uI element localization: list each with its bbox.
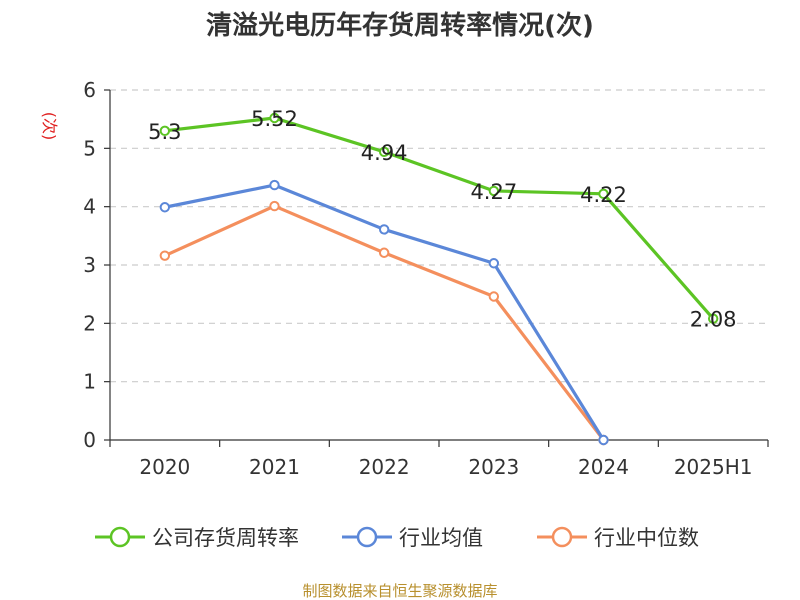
source-note: 制图数据来自恒生聚源数据库 bbox=[302, 582, 497, 600]
y-tick-label: 6 bbox=[83, 78, 96, 102]
y-tick-label: 1 bbox=[83, 370, 96, 394]
series-1-point bbox=[598, 188, 609, 200]
data-labels: 5.3 5.52 4.94 4.27 4.22 2.08 bbox=[148, 107, 736, 332]
series-1-point bbox=[707, 313, 719, 324]
series-3-line bbox=[164, 204, 605, 441]
series-3-point bbox=[269, 200, 280, 212]
series-2-point bbox=[598, 434, 609, 446]
y-tick-label: 3 bbox=[83, 253, 96, 277]
series-2-point bbox=[269, 179, 280, 191]
legend-swatch-marker bbox=[356, 526, 378, 548]
series-1-data-label: 2.08 bbox=[690, 308, 737, 332]
y-axis-label: (次) bbox=[40, 112, 59, 141]
legend-item-3[interactable]: 行业中位数 bbox=[537, 526, 699, 550]
series-2-point bbox=[159, 202, 171, 213]
series-1-data-label: 5.3 bbox=[148, 120, 181, 144]
y-tick-label: 5 bbox=[83, 136, 96, 160]
series-1-data-label: 4.27 bbox=[470, 180, 517, 204]
series-2-point bbox=[378, 224, 390, 235]
series-3-point bbox=[159, 250, 171, 261]
y-tick-label: 2 bbox=[83, 311, 96, 335]
series-1-data-label: 4.22 bbox=[580, 183, 627, 207]
x-tick-label: 2022 bbox=[359, 455, 410, 479]
series-2-line bbox=[164, 183, 605, 441]
y-tick-label: 0 bbox=[83, 428, 96, 452]
legend-label: 行业中位数 bbox=[594, 526, 699, 550]
series-3-point bbox=[488, 291, 500, 302]
x-tick-label: 2025H1 bbox=[674, 455, 753, 479]
x-tick-label: 2023 bbox=[468, 455, 519, 479]
legend[interactable]: 公司存货周转率 行业均值 行业中位数 bbox=[95, 526, 699, 550]
series-1-data-label: 5.52 bbox=[251, 107, 298, 131]
series-1-data-label: 4.94 bbox=[361, 141, 408, 165]
legend-label: 行业均值 bbox=[399, 526, 483, 550]
legend-item-2[interactable]: 行业均值 bbox=[342, 526, 483, 550]
series-1-point bbox=[378, 146, 390, 158]
legend-item-1[interactable]: 公司存货周转率 bbox=[95, 526, 299, 550]
series-1-line bbox=[164, 116, 715, 320]
series-1-point bbox=[269, 112, 280, 124]
x-tick-label: 2021 bbox=[249, 455, 300, 479]
series-1-point bbox=[488, 185, 500, 197]
chart-title: 清溢光电历年存货周转率情况(次) bbox=[206, 10, 594, 41]
y-tick-label: 4 bbox=[83, 195, 96, 219]
legend-swatch-marker bbox=[109, 526, 131, 548]
axes: 0 1 2 3 4 5 6 2020 2021 2022 2023 2024 2025H1 bbox=[83, 78, 769, 479]
series-group bbox=[159, 112, 719, 446]
legend-swatch-marker bbox=[551, 526, 573, 548]
x-tick-label: 2024 bbox=[578, 455, 629, 479]
series-2-point bbox=[488, 258, 500, 269]
series-3-point bbox=[378, 247, 390, 258]
series-1-point bbox=[159, 125, 171, 137]
legend-label: 公司存货周转率 bbox=[152, 526, 299, 550]
x-tick-label: 2020 bbox=[139, 455, 190, 479]
